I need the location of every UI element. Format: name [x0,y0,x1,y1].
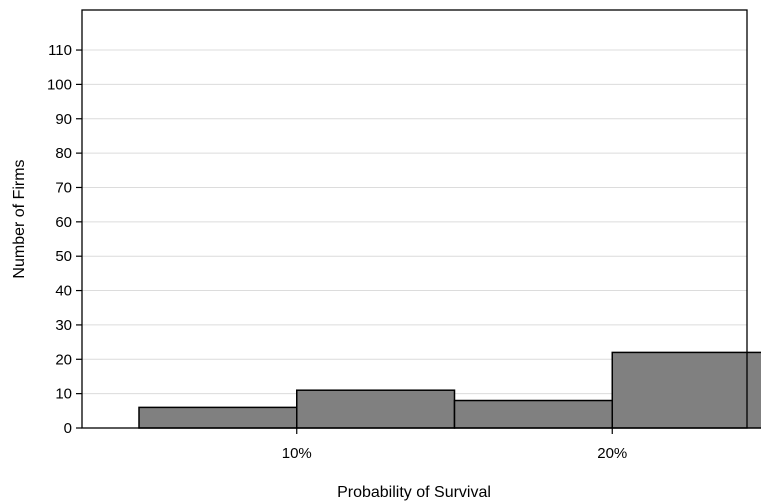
histogram-bar [296,389,456,429]
y-tick-label: 90 [55,111,72,128]
histogram-bar [138,406,298,429]
y-tick-label: 0 [64,420,72,437]
y-tick-label: 20 [55,351,72,368]
y-tick-label: 40 [55,283,72,300]
histogram-bar [611,351,761,429]
x-tick-label: 20% [597,445,627,462]
y-tick-label: 80 [55,145,72,162]
y-axis-title: Number of Firms [11,159,28,278]
x-axis-title: Probability of Survival [337,484,491,501]
y-axis-ticks: 0 10 20 30 40 50 60 70 80 90 100 110 [47,42,82,437]
gridlines [82,49,747,395]
bars [138,351,761,429]
y-tick-label: 110 [48,42,72,59]
x-axis-ticks: 10%20%30%40%50%60%70%80%90%100% [282,428,627,462]
y-tick-label: 30 [55,317,72,334]
y-tick-label: 70 [55,179,72,196]
y-tick-label: 60 [55,214,72,231]
y-tick-label: 50 [55,248,72,265]
histogram-bar [453,399,613,429]
y-tick-label: 100 [47,76,72,93]
x-tick-label: 10% [282,445,312,462]
y-tick-label: 10 [55,386,72,403]
plot-frame [81,9,748,429]
